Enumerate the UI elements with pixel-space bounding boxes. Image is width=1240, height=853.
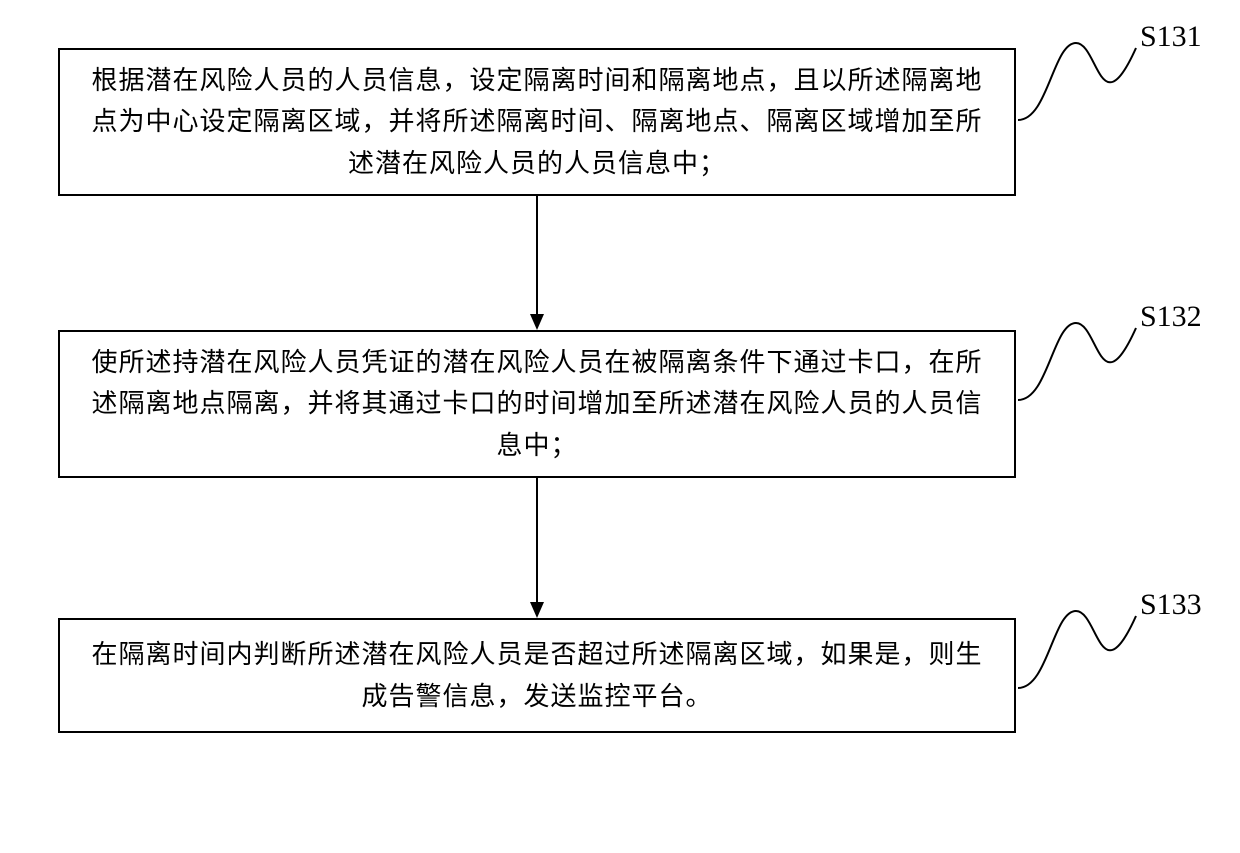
step-label-s131: S131 xyxy=(1140,20,1202,54)
step-label-s133: S133 xyxy=(1140,588,1202,622)
curve-connector-s131 xyxy=(1018,28,1138,148)
curve-connector-s133 xyxy=(1018,596,1138,716)
flow-step-text: 根据潜在风险人员的人员信息，设定隔离时间和隔离地点，且以所述隔离地点为中心设定隔… xyxy=(84,60,990,185)
curve-connector-s132 xyxy=(1018,308,1138,428)
flow-step-s133: 在隔离时间内判断所述潜在风险人员是否超过所述隔离区域，如果是，则生成告警信息，发… xyxy=(58,618,1016,733)
flow-step-text: 使所述持潜在风险人员凭证的潜在风险人员在被隔离条件下通过卡口，在所述隔离地点隔离… xyxy=(84,342,990,467)
flowchart-container: 根据潜在风险人员的人员信息，设定隔离时间和隔离地点，且以所述隔离地点为中心设定隔… xyxy=(0,0,1240,853)
flow-step-s131: 根据潜在风险人员的人员信息，设定隔离时间和隔离地点，且以所述隔离地点为中心设定隔… xyxy=(58,48,1016,196)
arrow-s131-s132 xyxy=(527,196,547,330)
flow-step-text: 在隔离时间内判断所述潜在风险人员是否超过所述隔离区域，如果是，则生成告警信息，发… xyxy=(84,634,990,717)
step-label-s132: S132 xyxy=(1140,300,1202,334)
arrow-s132-s133 xyxy=(527,478,547,618)
flow-step-s132: 使所述持潜在风险人员凭证的潜在风险人员在被隔离条件下通过卡口，在所述隔离地点隔离… xyxy=(58,330,1016,478)
